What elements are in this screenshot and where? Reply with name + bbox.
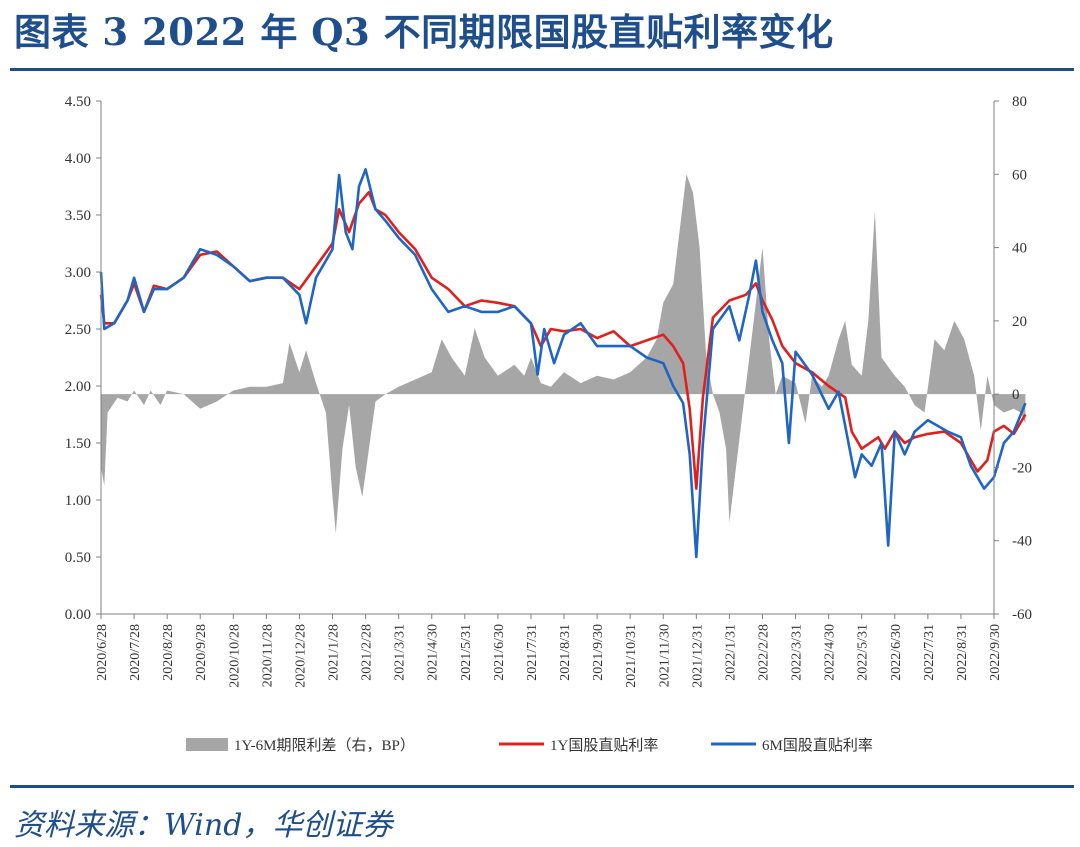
y-left-tick-label: 2.50 — [65, 322, 91, 338]
y-right-tick-label: -60 — [1012, 607, 1032, 623]
x-tick-label: 2021/11/30 — [657, 624, 672, 687]
y-left-tick-label: 2.00 — [65, 379, 91, 395]
x-tick-label: 2022/4/30 — [823, 624, 838, 681]
chart-title: 图表 3 2022 年 Q3 不同期限国股直贴利率变化 — [14, 10, 834, 54]
y-left-tick-label: 0.00 — [65, 607, 91, 623]
chart-area: 0.00 0.50 1.00 1.50 2.00 2.50 3.00 3.50 4.00 4.50… — [65, 94, 1032, 754]
x-tick-label: 2021/5/31 — [459, 624, 474, 681]
x-tick-label: 2021/7/31 — [525, 624, 540, 681]
x-tick-label: 2021/4/30 — [426, 624, 441, 681]
spread-area — [101, 174, 1026, 534]
y-right-tick-label: -20 — [1012, 460, 1032, 476]
y-right-tick-label: -40 — [1012, 534, 1032, 550]
y-left-tick-label: 1.00 — [65, 493, 91, 509]
x-tick-label: 2020/9/28 — [194, 624, 209, 681]
y-right-tick-label: 40 — [1012, 241, 1027, 257]
legend-swatch-spread — [186, 738, 228, 751]
x-tick-label: 2022/5/31 — [856, 624, 871, 681]
x-tick-label: 2020/6/28 — [95, 624, 110, 681]
source-note: 资料来源：Wind，华创证券 — [14, 808, 393, 843]
y-left-tick-label: 4.00 — [65, 151, 91, 167]
x-tick-label: 2021/8/31 — [558, 624, 573, 681]
x-tick-label: 2022/7/31 — [922, 624, 937, 681]
legend-label-6m: 6M国股直贴利率 — [762, 737, 873, 754]
x-tick-label: 2020/7/28 — [128, 624, 143, 681]
series-6m-line — [99, 168, 1027, 559]
footer-rule — [10, 785, 1074, 788]
y-right-tick-label: 60 — [1012, 167, 1027, 183]
x-tick-label: 2022/3/31 — [790, 624, 805, 681]
x-tick-label: 2021/3/31 — [393, 624, 408, 681]
x-tick-label: 2021/1/28 — [327, 624, 342, 681]
y-left-tick-label: 3.50 — [65, 208, 91, 224]
y-right-tick-label: 0 — [1012, 387, 1020, 403]
y-left-tick-label: 0.50 — [65, 550, 91, 566]
x-tick-label: 2021/2/28 — [360, 624, 375, 681]
x-tick-label: 2022/6/30 — [889, 624, 904, 681]
y-left-tick-label: 4.50 — [65, 94, 91, 110]
x-tick-label: 2021/12/31 — [690, 624, 705, 688]
x-tick-label: 2022/9/30 — [988, 624, 1003, 681]
x-tick-label: 2021/10/31 — [624, 624, 639, 688]
x-tick-label: 2022/1/31 — [723, 624, 738, 681]
y-right-tick-label: 80 — [1012, 94, 1027, 110]
y-left-tick-label: 1.50 — [65, 436, 91, 452]
x-tick-label: 2022/8/31 — [955, 624, 970, 681]
x-tick-label: 2022/2/28 — [756, 624, 771, 681]
x-tick-label: 2020/11/28 — [260, 624, 275, 687]
x-tick-label: 2021/6/30 — [492, 624, 507, 681]
x-tick-label: 2020/8/28 — [161, 624, 176, 681]
y-left-tick-label: 3.00 — [65, 265, 91, 281]
x-tick-label: 2020/10/28 — [227, 624, 242, 688]
legend-label-spread: 1Y-6M期限利差（右，BP） — [234, 737, 415, 754]
legend-label-1y: 1Y国股直贴利率 — [550, 737, 658, 754]
x-tick-label: 2020/12/28 — [293, 624, 308, 688]
x-tick-label: 2021/9/30 — [591, 624, 606, 681]
y-right-tick-label: 20 — [1012, 314, 1027, 330]
title-rule — [10, 68, 1074, 71]
